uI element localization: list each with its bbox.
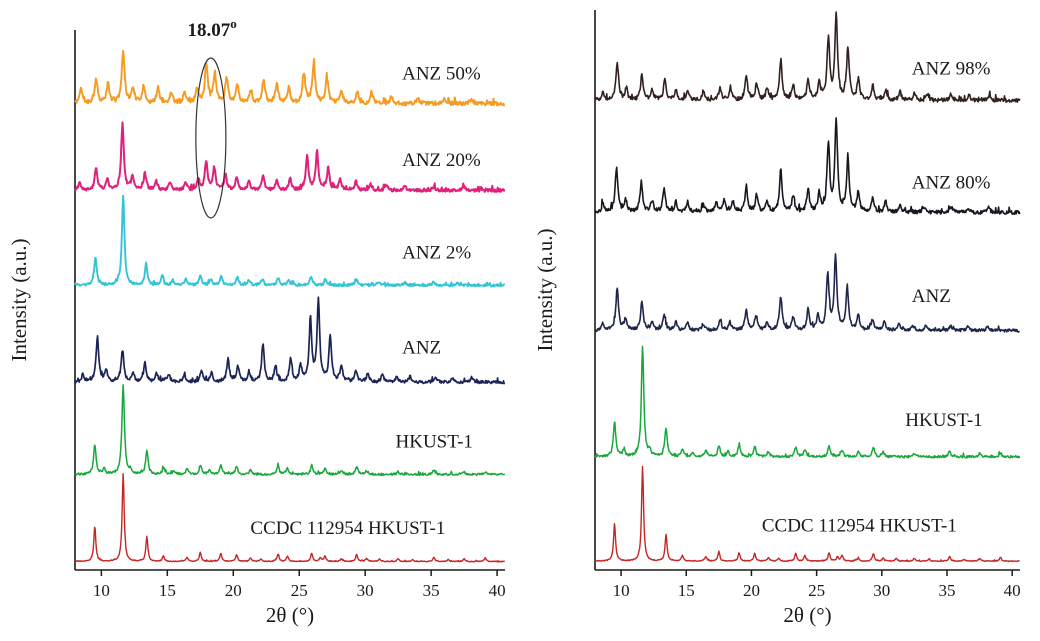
y-axis-title: Intensity (a.u.)	[7, 238, 31, 361]
series-label-anz-20: ANZ 20%	[402, 150, 481, 171]
x-tick-label: 10	[613, 581, 630, 600]
trace-ccdc-112954-hkust-1	[74, 473, 506, 563]
trace-anz-20	[74, 121, 506, 193]
trace-anz-2	[74, 194, 506, 288]
series-label-anz: ANZ	[912, 286, 951, 307]
trace-anz-98	[594, 11, 1021, 103]
series-label-anz-80: ANZ 80%	[912, 172, 991, 193]
panel-right: 10 15 20 25 30 35 40 2θ (°) Intensity (a.u.) ANZ …	[533, 10, 1021, 627]
panel-left: 10 15 20 25 30 35 40 2θ (°) Intensity (a.u.) ANZ …	[7, 16, 506, 627]
trace-anz	[594, 253, 1020, 333]
peak-annotation: 18.07o	[188, 16, 237, 41]
trace-hkust-1	[594, 345, 1021, 459]
trace-hkust-1	[74, 384, 506, 477]
trace-anz-50	[74, 49, 506, 107]
x-tick-label: 40	[489, 581, 506, 600]
series-label-ccdc-112954-hkust-1: CCDC 112954 HKUST-1	[250, 518, 445, 539]
trace-ccdc-112954-hkust-1	[594, 465, 1020, 563]
x-tick-label: 25	[808, 581, 825, 600]
x-tick-label: 10	[93, 581, 110, 600]
series-label-anz-2: ANZ 2%	[402, 243, 471, 264]
x-tick-label: 15	[159, 581, 176, 600]
x-tick-label: 30	[357, 581, 374, 600]
x-axis-title: 2θ (°)	[783, 603, 831, 627]
series-label-hkust-1: HKUST-1	[396, 432, 473, 453]
y-axis-title: Intensity (a.u.)	[533, 228, 557, 351]
x-tick-label: 40	[1004, 581, 1021, 600]
x-axis-title: 2θ (°)	[266, 603, 314, 627]
trace-anz	[74, 296, 506, 385]
trace-anz-80	[594, 117, 1021, 216]
series-label-anz-98: ANZ 98%	[912, 58, 991, 79]
series-label-hkust-1: HKUST-1	[905, 410, 982, 431]
series-label-ccdc-112954-hkust-1: CCDC 112954 HKUST-1	[762, 516, 957, 537]
x-tick-label: 15	[678, 581, 695, 600]
x-tick-label: 20	[743, 581, 760, 600]
series-label-anz-50: ANZ 50%	[402, 64, 481, 85]
series-label-anz: ANZ	[402, 338, 441, 359]
x-tick-label: 20	[225, 581, 242, 600]
x-tick-label: 35	[938, 581, 955, 600]
x-tick-label: 35	[423, 581, 440, 600]
x-tick-label: 30	[873, 581, 890, 600]
peak-highlight-ellipse	[195, 57, 227, 219]
x-tick-label: 25	[291, 581, 308, 600]
